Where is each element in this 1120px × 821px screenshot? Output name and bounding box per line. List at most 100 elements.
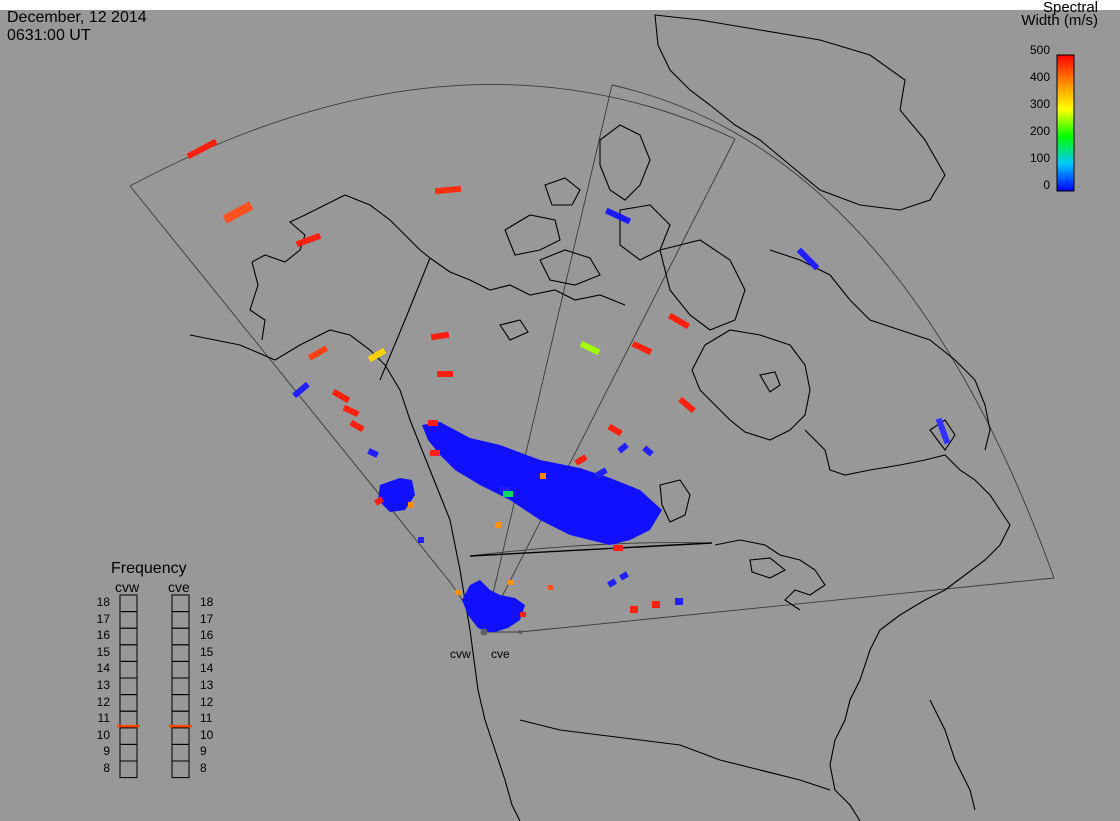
scatter-cell (548, 585, 553, 590)
frequency-title: Frequency (111, 560, 187, 577)
scatter-cell (367, 347, 387, 363)
scatter-cell (675, 598, 683, 605)
scatter-cell (430, 450, 440, 456)
labrador-coast (769, 249, 991, 451)
scatter-cell (574, 454, 588, 466)
fov-arc-west (129, 83, 736, 187)
east-coast (804, 429, 1011, 821)
colorbar-tick: 500 (1029, 43, 1050, 57)
frequency-box (119, 760, 138, 779)
frequency-box (119, 727, 138, 745)
fov-arc-east (611, 84, 1055, 579)
colorbar-tick: 0 (1043, 178, 1050, 192)
frequency-scale-label: 8 (200, 761, 207, 775)
scatter-cell (594, 467, 608, 479)
scatter-cell (437, 371, 453, 377)
frequency-scale-label: 14 (200, 661, 214, 676)
scatter-cell (579, 341, 601, 355)
island-1 (504, 214, 561, 256)
scatter-cell (331, 388, 351, 404)
colorbar-tick: 200 (1029, 124, 1050, 138)
frequency-scale-label: 13 (96, 678, 110, 692)
scatter-main-band (422, 422, 662, 545)
frequency-scale-label: 15 (200, 644, 214, 659)
us-mexico-border (519, 719, 831, 791)
scatter-cell (428, 420, 438, 426)
greenland (654, 14, 946, 211)
scatter-cell (495, 522, 501, 528)
scatter-cell (667, 312, 691, 330)
alaska-north (251, 194, 431, 263)
frequency-scale-label: 17 (96, 611, 110, 626)
scatter-cell (292, 381, 310, 399)
frequency-scale-label: 12 (96, 694, 110, 709)
us-canada-border (469, 542, 713, 557)
scatter-cell (349, 419, 365, 433)
hudson-bay (691, 329, 811, 441)
scatter-cell (604, 207, 632, 225)
frequency-box (171, 644, 190, 662)
frequency-box (171, 727, 190, 745)
lake-winnipeg (659, 479, 691, 523)
scatter-cell (630, 606, 638, 613)
radar-label-cve: cve (491, 647, 510, 661)
frequency-scale-label: 18 (200, 595, 214, 609)
frequency-box (119, 611, 138, 629)
time-label: 0631:00 UT (7, 27, 91, 44)
alaska-west (249, 261, 266, 341)
frequency-scale-label: 18 (96, 595, 110, 609)
scatter-coastal-cluster (378, 478, 415, 512)
scatter-cell (367, 448, 379, 458)
frequency-box (171, 660, 190, 679)
scatter-cell (500, 487, 510, 493)
frequency-box (171, 594, 190, 613)
scatter-cell (430, 331, 450, 341)
coastlines (189, 14, 1011, 821)
frequency-radar-label: cvw (115, 579, 140, 595)
scatter-cell (508, 580, 514, 585)
frequency-scale-label: 10 (200, 727, 214, 742)
baffin-north (619, 204, 671, 261)
frequency-scale-label: 16 (200, 628, 214, 643)
scatter-cell (935, 417, 951, 445)
frequency-box (171, 760, 190, 779)
island-3 (599, 124, 651, 201)
frequency-box (171, 677, 190, 696)
lake-superior (749, 557, 786, 579)
colorbar-tick: 400 (1029, 70, 1050, 84)
scatter-cell (222, 201, 254, 224)
frequency-box (171, 743, 190, 762)
island-2 (539, 249, 601, 286)
frequency-scale-label: 11 (200, 711, 213, 726)
radar-label-cvw: cvw (450, 647, 471, 661)
frequency-scale-label: 11 (97, 711, 110, 726)
frequency-box (119, 644, 138, 662)
scatter-cell (796, 247, 820, 271)
scatter-cell (631, 341, 653, 355)
scatter-cell (613, 545, 623, 551)
island-5 (499, 319, 529, 341)
scatter-layer (186, 138, 951, 632)
scatter-cell (607, 423, 623, 437)
frequency-box (119, 743, 138, 762)
radar-site-marker-east (518, 630, 522, 634)
frequency-box (171, 694, 190, 712)
scatter-cell (434, 185, 462, 195)
scatter-cell (503, 491, 513, 497)
frequency-box (171, 627, 190, 646)
island-4 (544, 177, 581, 206)
scatter-cell (186, 138, 218, 160)
arctic-coast (429, 257, 626, 306)
baffin-island (659, 239, 746, 331)
scatter-cell (342, 404, 360, 418)
hudson-island (759, 371, 781, 393)
radar-site-marker (480, 628, 488, 636)
scatter-cell (295, 232, 322, 248)
fov-edge-cve-west (483, 84, 613, 633)
scatter-cell (540, 473, 546, 479)
frequency-scale-label: 16 (96, 628, 110, 643)
scatter-cell (617, 442, 629, 454)
top-margin (0, 0, 1120, 10)
scatter-cell (307, 345, 329, 361)
colorbar-tick: 100 (1029, 151, 1050, 165)
